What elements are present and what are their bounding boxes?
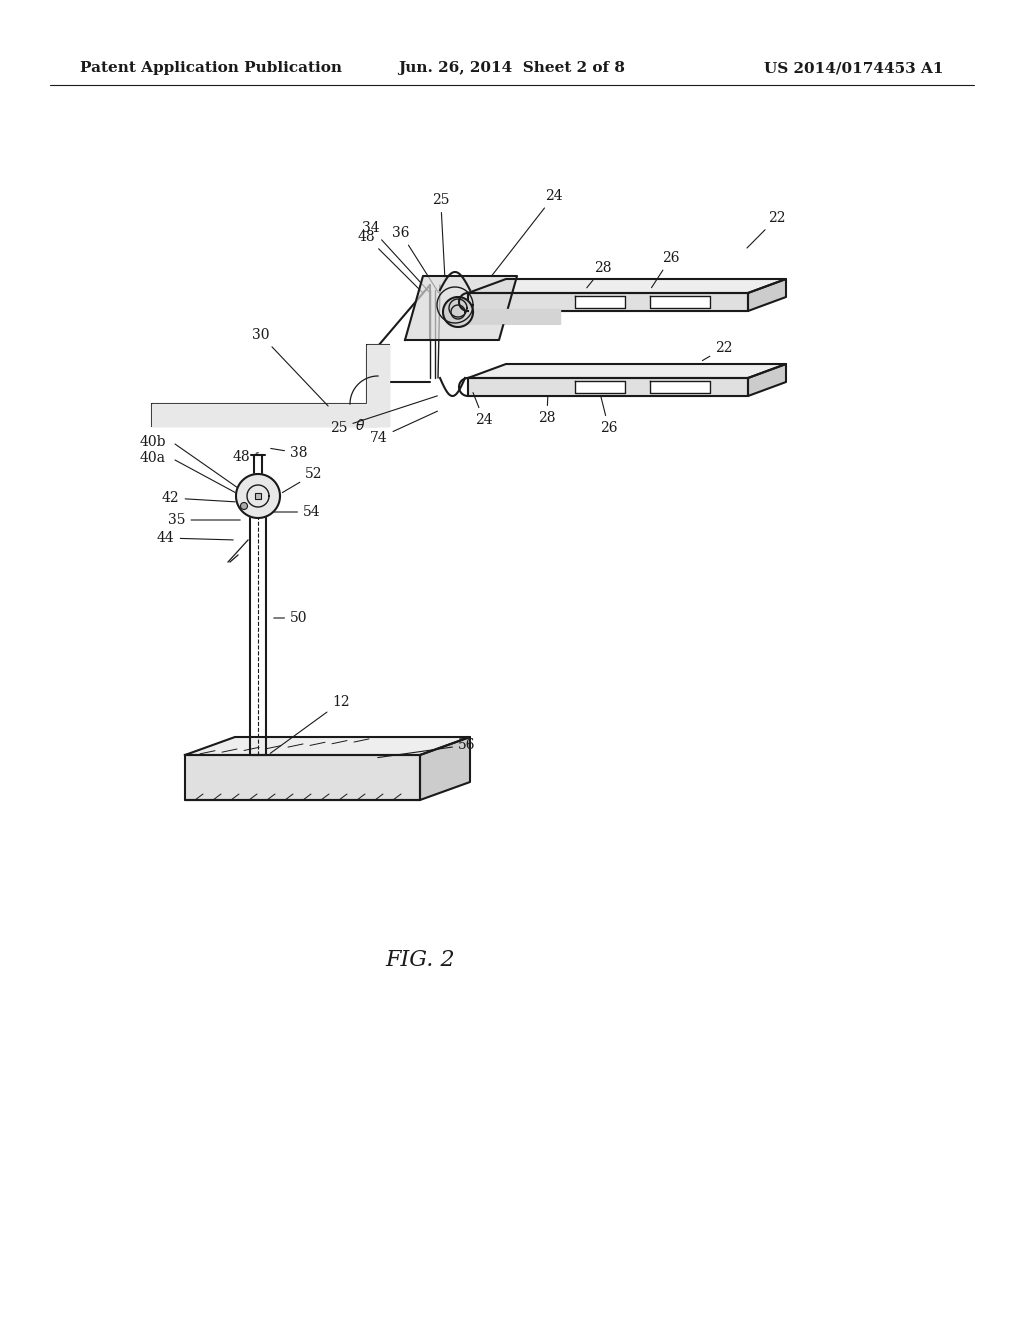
- Text: 25: 25: [330, 396, 437, 436]
- Text: 32: 32: [513, 310, 538, 323]
- Text: 12: 12: [270, 696, 349, 754]
- Text: 34: 34: [362, 220, 430, 293]
- Polygon shape: [575, 381, 625, 393]
- Polygon shape: [468, 364, 786, 378]
- Circle shape: [241, 503, 248, 510]
- Text: 40b: 40b: [140, 436, 167, 449]
- Polygon shape: [468, 279, 786, 293]
- Text: 24: 24: [473, 392, 493, 426]
- Text: Patent Application Publication: Patent Application Publication: [80, 61, 342, 75]
- Polygon shape: [406, 276, 517, 341]
- Bar: [255, 492, 261, 499]
- Text: US 2014/0174453 A1: US 2014/0174453 A1: [765, 61, 944, 75]
- Text: 48: 48: [358, 230, 423, 293]
- Text: 22: 22: [702, 341, 732, 360]
- Text: 24: 24: [492, 189, 562, 276]
- Polygon shape: [468, 378, 748, 396]
- Text: 30: 30: [252, 327, 328, 407]
- Polygon shape: [575, 296, 625, 308]
- Polygon shape: [460, 309, 560, 323]
- Text: 42: 42: [162, 491, 236, 506]
- Text: 35: 35: [168, 513, 241, 527]
- Polygon shape: [152, 404, 378, 426]
- Text: Jun. 26, 2014  Sheet 2 of 8: Jun. 26, 2014 Sheet 2 of 8: [398, 61, 626, 75]
- Text: 40a: 40a: [140, 451, 166, 465]
- Text: 38: 38: [270, 446, 307, 459]
- Polygon shape: [650, 296, 710, 308]
- Polygon shape: [367, 345, 389, 426]
- Text: 28: 28: [538, 396, 555, 425]
- Polygon shape: [443, 297, 473, 327]
- Text: 36: 36: [392, 226, 438, 293]
- Text: 56: 56: [378, 738, 475, 758]
- Polygon shape: [185, 755, 420, 800]
- Text: 44: 44: [157, 531, 233, 545]
- Text: 22: 22: [746, 211, 785, 248]
- Text: 26: 26: [651, 251, 680, 288]
- Text: 28: 28: [587, 261, 611, 288]
- Text: 74: 74: [370, 411, 437, 445]
- Text: 50: 50: [273, 611, 307, 624]
- Text: 48: 48: [233, 450, 258, 465]
- Polygon shape: [748, 364, 786, 396]
- Text: 54: 54: [268, 506, 321, 519]
- Text: 52: 52: [283, 467, 323, 492]
- Text: FIG. 2: FIG. 2: [385, 949, 455, 972]
- Polygon shape: [748, 279, 786, 312]
- Text: $\theta$: $\theta$: [355, 418, 366, 433]
- Polygon shape: [185, 737, 470, 755]
- Text: 25: 25: [432, 193, 450, 277]
- Polygon shape: [650, 381, 710, 393]
- Polygon shape: [468, 293, 748, 312]
- Polygon shape: [236, 474, 280, 517]
- Polygon shape: [420, 737, 470, 800]
- Text: 26: 26: [600, 396, 617, 436]
